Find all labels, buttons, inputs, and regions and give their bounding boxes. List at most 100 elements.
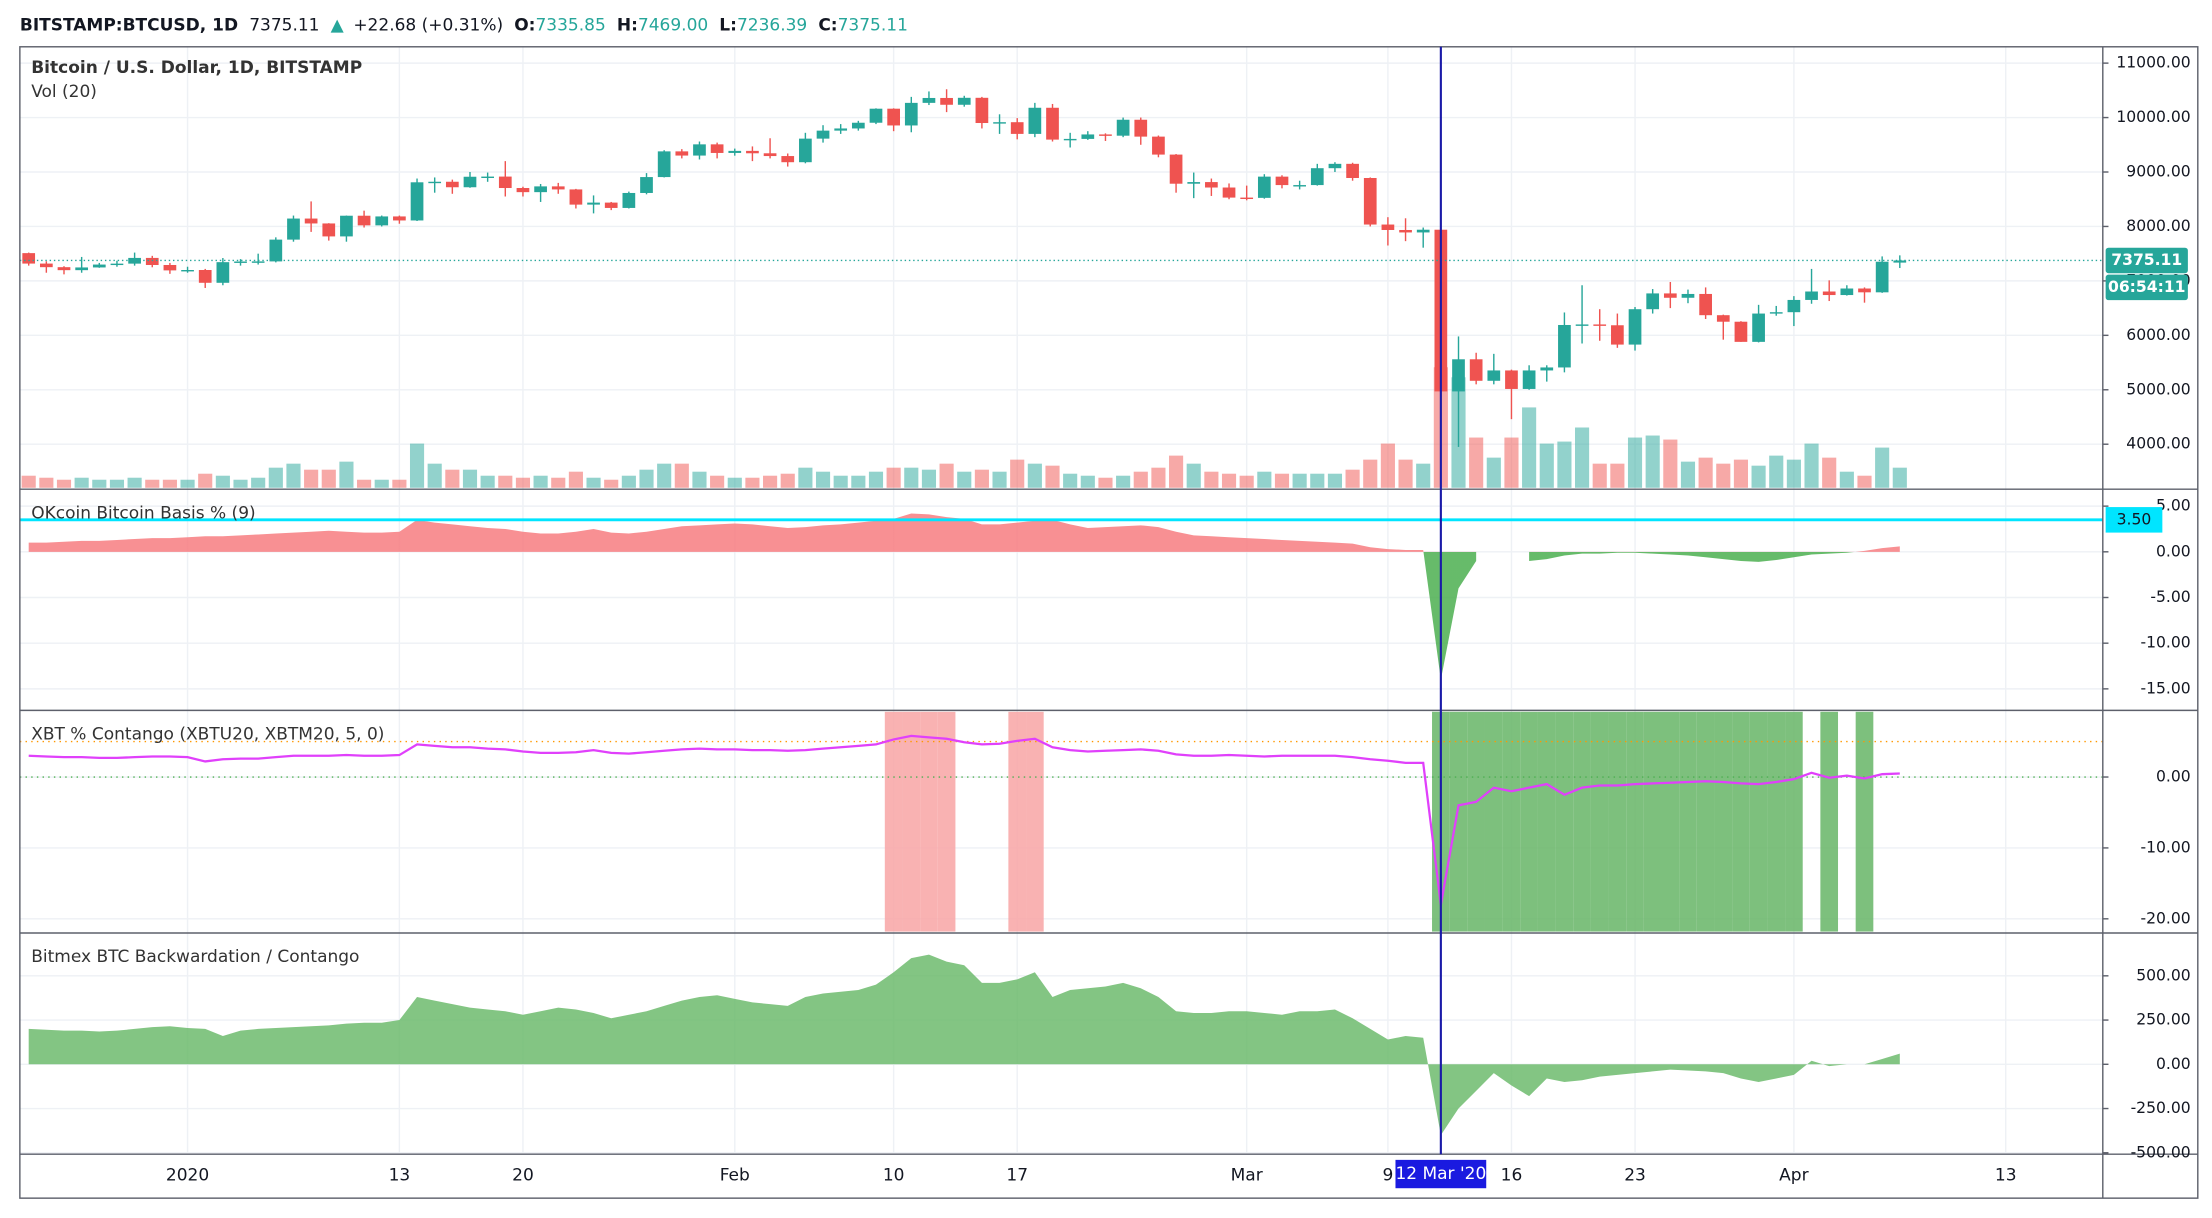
signal-band xyxy=(1714,711,1733,932)
y-tick-label: 11000.00 xyxy=(2116,54,2190,72)
candle-body xyxy=(1699,293,1712,316)
candle-body xyxy=(145,257,159,265)
candle-body xyxy=(1187,182,1201,184)
volume-bar xyxy=(921,469,937,488)
candle-body xyxy=(534,186,547,193)
candle-body xyxy=(198,270,212,283)
volume-bar xyxy=(1663,439,1678,488)
volume-bar xyxy=(1892,467,1907,488)
candle-body xyxy=(1681,293,1695,298)
candle-body xyxy=(57,267,71,271)
candle-body xyxy=(1293,185,1306,187)
volume-bar xyxy=(1063,473,1078,488)
low-label: L: xyxy=(719,16,737,36)
countdown-tag xyxy=(2105,274,2188,301)
candle-body xyxy=(322,223,336,237)
volume-bar xyxy=(1292,473,1307,488)
pane-title: Bitmex BTC Backwardation / Contango xyxy=(31,947,359,967)
low-value: 7236.39 xyxy=(737,16,807,36)
volume-bar xyxy=(798,467,813,488)
candle-body xyxy=(1063,138,1077,141)
x-tick-label: 17 xyxy=(1006,1165,1028,1185)
y-tick-label: 0.00 xyxy=(2156,768,2191,786)
signal-band xyxy=(1626,711,1644,932)
volume-bar xyxy=(198,473,213,488)
candle-body xyxy=(1646,293,1660,310)
candle-body xyxy=(993,122,1006,124)
volume-bar xyxy=(215,475,230,488)
volume-bar xyxy=(1045,465,1060,488)
volume-bar xyxy=(710,475,725,488)
pane-title: XBT % Contango (XBTU20, XBTM20, 5, 0) xyxy=(31,724,384,744)
volume-bar xyxy=(1610,463,1625,488)
candle-body xyxy=(1116,119,1130,136)
volume-bar xyxy=(657,463,672,488)
volume-bar xyxy=(515,477,531,488)
candle-body xyxy=(1822,291,1836,296)
volume-bar xyxy=(904,467,919,488)
candle-body xyxy=(622,192,636,208)
candle-body xyxy=(693,144,706,156)
candle-body xyxy=(710,144,724,153)
volume-bar xyxy=(374,479,389,488)
candle-body xyxy=(1257,176,1271,198)
candle-body xyxy=(1028,107,1042,134)
volume-bar xyxy=(1204,471,1219,488)
y-tick-label: 9000.00 xyxy=(2126,163,2190,181)
volume-bar xyxy=(1239,475,1254,488)
pane-title: OKcoin Bitcoin Basis % (9) xyxy=(31,503,255,523)
volume-bar xyxy=(1733,459,1748,488)
candle-body xyxy=(251,261,265,263)
candle-body xyxy=(1222,187,1236,198)
volume-bar xyxy=(1575,427,1590,488)
volume-bar xyxy=(957,471,972,488)
candle-body xyxy=(463,176,477,188)
last-price: 7375.11 xyxy=(249,16,319,36)
volume-bar xyxy=(39,477,54,488)
y-tick-label: 5000.00 xyxy=(2126,380,2190,398)
candle-body xyxy=(851,122,865,129)
candle-body xyxy=(375,216,389,226)
volume-bar xyxy=(1839,471,1854,488)
volume-bar xyxy=(1416,463,1431,488)
symbol: BITSTAMP:BTCUSD, 1D xyxy=(20,16,238,36)
candle-body xyxy=(1328,163,1342,169)
last-price-tag xyxy=(2105,247,2188,274)
signal-band xyxy=(1643,711,1662,932)
volume-bar xyxy=(145,479,160,488)
y-tick-label: 4000.00 xyxy=(2126,435,2190,453)
candle-body xyxy=(1046,107,1059,140)
volume-bar xyxy=(568,471,583,488)
candle-body xyxy=(1099,134,1112,136)
high-label: H: xyxy=(617,16,638,36)
candle-body xyxy=(1769,312,1783,314)
candle-body xyxy=(181,270,194,272)
volume-bar xyxy=(1186,463,1201,488)
countdown-label: 06:54:11 xyxy=(2108,278,2186,296)
signal-band xyxy=(1820,711,1839,932)
y-tick-label: 8000.00 xyxy=(2126,217,2190,235)
volume-bar xyxy=(1557,441,1572,488)
candle-body xyxy=(604,202,618,208)
candle-body xyxy=(216,262,230,283)
signal-band xyxy=(1679,711,1697,932)
volume-bar xyxy=(1680,461,1696,488)
candle-body xyxy=(1487,370,1501,381)
candle-body xyxy=(1310,168,1324,186)
volume-bar xyxy=(162,479,177,488)
volume-bar xyxy=(233,479,248,488)
candle-body xyxy=(728,150,742,153)
volume-bar xyxy=(268,467,283,488)
volume-bar xyxy=(1133,471,1148,488)
candle-body xyxy=(428,181,442,184)
candle-body xyxy=(1663,293,1677,298)
y-tick-label: -20.00 xyxy=(2140,909,2190,927)
candle-body xyxy=(1522,370,1536,389)
volume-bar xyxy=(1751,465,1766,488)
volume-bar xyxy=(1098,477,1113,488)
candle-body xyxy=(340,215,353,237)
volume-bar xyxy=(1769,455,1784,488)
x-tick-label: 9 xyxy=(1382,1165,1393,1185)
volume-bar xyxy=(692,471,707,488)
